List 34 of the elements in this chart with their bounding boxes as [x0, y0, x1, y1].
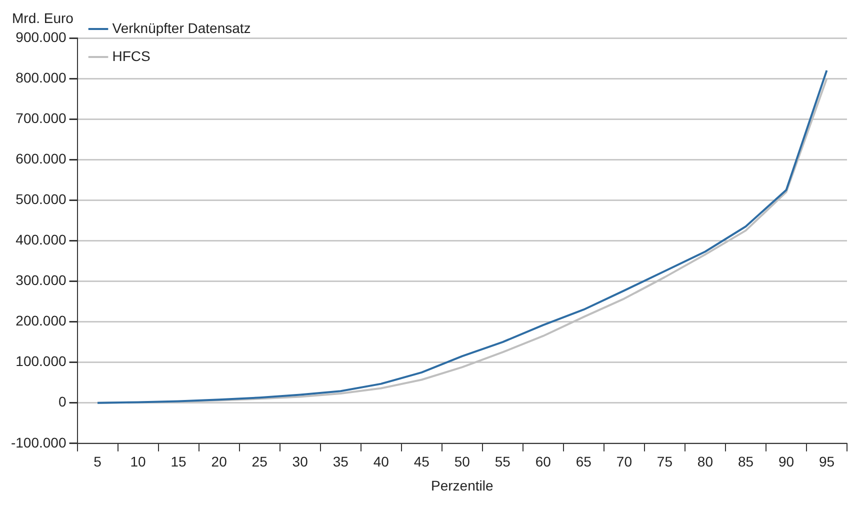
x-tick-label: 60 — [535, 454, 552, 470]
x-tick-label: 90 — [778, 454, 794, 470]
y-tick-label: 900.000 — [16, 28, 66, 45]
x-tick-label: 50 — [454, 454, 470, 470]
x-tick-label: 45 — [414, 454, 430, 470]
y-tick-label: 200.000 — [16, 312, 66, 329]
x-tick-label: 30 — [292, 454, 308, 470]
y-tick-label: 500.000 — [16, 191, 66, 208]
x-tick-label: 10 — [130, 454, 146, 470]
y-axis-title: Mrd. Euro — [12, 10, 74, 26]
x-tick-label: 55 — [494, 454, 511, 470]
x-tick-label: 85 — [738, 454, 754, 470]
y-tick-label: 400.000 — [16, 232, 66, 248]
x-tick-label: 65 — [576, 454, 592, 470]
x-tick-label: 70 — [616, 454, 632, 470]
y-tick-label: 600.000 — [16, 150, 66, 166]
y-tick-label: 300.000 — [16, 272, 66, 288]
x-axis-title: Perzentile — [431, 477, 494, 494]
x-tick-label: 80 — [697, 454, 714, 470]
x-tick-label: 35 — [332, 454, 349, 470]
x-tick-label: 25 — [252, 454, 268, 470]
y-tick-label: 0 — [58, 394, 66, 410]
y-tick-label: 800.000 — [16, 69, 66, 86]
x-tick-label: 95 — [818, 454, 835, 470]
x-tick-label: 75 — [656, 454, 673, 470]
y-tick-label: 700.000 — [16, 110, 66, 126]
legend-label: Verknüpfter Datensatz — [112, 20, 251, 36]
legend-label: HFCS — [112, 48, 150, 64]
x-tick-label: 40 — [373, 454, 390, 470]
y-tick-label: -100.000 — [10, 434, 66, 450]
x-tick-label: 5 — [94, 454, 102, 470]
y-tick-label: 100.000 — [16, 353, 66, 370]
x-tick-label: 20 — [211, 454, 228, 470]
x-tick-label: 15 — [170, 454, 187, 470]
